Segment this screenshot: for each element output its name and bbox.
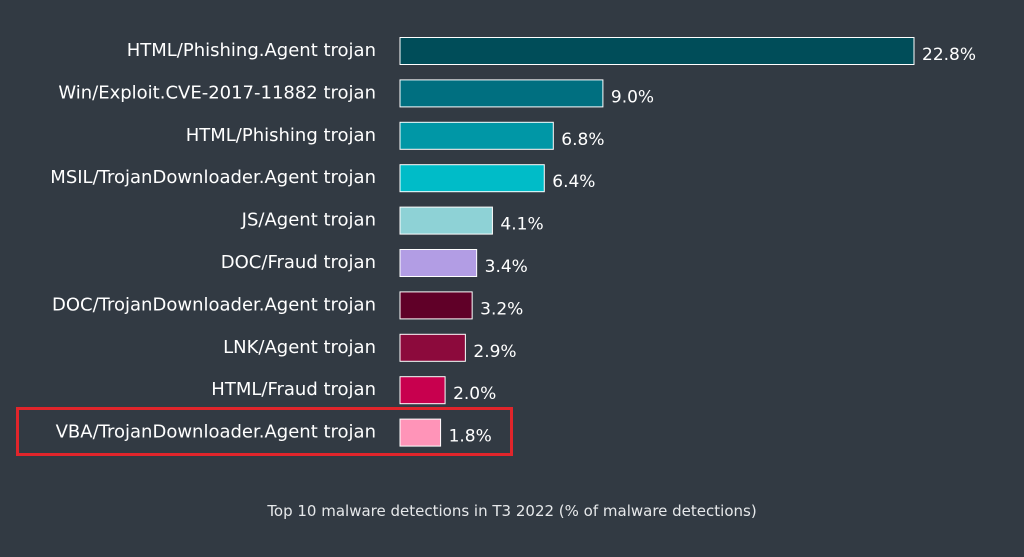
bar	[399, 249, 478, 277]
category-label: MSIL/TrojanDownloader.Agent trojan	[50, 167, 376, 188]
category-label: LNK/Agent trojan	[223, 337, 376, 358]
bar	[399, 333, 466, 362]
bar	[399, 376, 446, 405]
bar	[399, 79, 604, 108]
value-label: 22.8%	[922, 45, 976, 65]
category-label: DOC/TrojanDownloader.Agent trojan	[52, 294, 376, 315]
chart-caption: Top 10 malware detections in T3 2022 (% …	[267, 502, 757, 520]
category-label: Win/Exploit.CVE-2017-11882 trojan	[58, 82, 376, 103]
value-label: 3.4%	[485, 257, 528, 277]
bar	[399, 418, 442, 447]
bar	[399, 291, 473, 320]
value-label: 6.4%	[552, 172, 595, 192]
value-label: 1.8%	[449, 427, 492, 447]
category-label: HTML/Phishing trojan	[186, 125, 376, 146]
value-label: 2.9%	[473, 342, 516, 362]
value-label: 6.8%	[561, 130, 604, 150]
bar-chart: HTML/Phishing.Agent trojan 22.8% Win/Explo…	[50, 37, 976, 447]
value-label: 2.0%	[453, 384, 496, 404]
category-label: HTML/Fraud trojan	[211, 379, 376, 400]
category-label: DOC/Fraud trojan	[221, 252, 376, 273]
bar	[399, 121, 554, 150]
highlight-box	[16, 407, 513, 456]
value-label: 9.0%	[611, 87, 654, 107]
bar	[399, 37, 915, 65]
category-label: VBA/TrojanDownloader.Agent trojan	[56, 422, 376, 443]
bar	[399, 206, 493, 235]
category-label: HTML/Phishing.Agent trojan	[127, 40, 376, 61]
category-label: JS/Agent trojan	[241, 210, 376, 231]
bar	[399, 164, 545, 193]
value-label: 3.2%	[480, 299, 523, 319]
value-label: 4.1%	[500, 215, 543, 235]
